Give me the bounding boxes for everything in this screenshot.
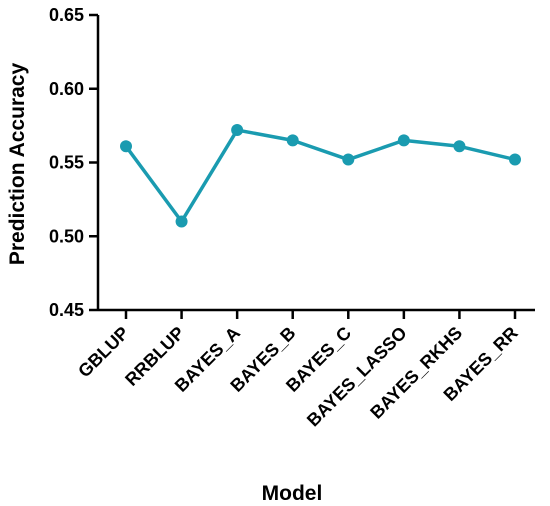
y-tick-label: 0.65: [49, 5, 84, 25]
y-axis: 0.45 0.50 0.55 0.60 0.65: [49, 5, 100, 320]
data-point: [120, 140, 132, 153]
data-point: [342, 153, 355, 166]
series-line: [124, 128, 516, 224]
data-point: [231, 124, 244, 137]
y-axis-title: Prediction Accuracy: [6, 63, 29, 266]
y-tick-label: 0.50: [49, 226, 84, 246]
data-point: [397, 134, 410, 147]
data-point: [453, 140, 466, 153]
y-tick-label: 0.55: [49, 153, 84, 173]
data-point: [175, 215, 188, 228]
y-tick-label: 0.60: [49, 79, 84, 99]
y-tick-label: 0.45: [49, 300, 84, 320]
x-axis-title: Model: [262, 482, 323, 505]
data-point: [286, 134, 299, 147]
x-tick-label: BAYES_LASSO: [303, 323, 411, 431]
x-axis: GBLUPRRBLUPBAYES_ABAYES_BBAYES_CBAYES_LA…: [74, 308, 535, 431]
series-layer: [120, 124, 521, 228]
data-point: [509, 153, 521, 166]
